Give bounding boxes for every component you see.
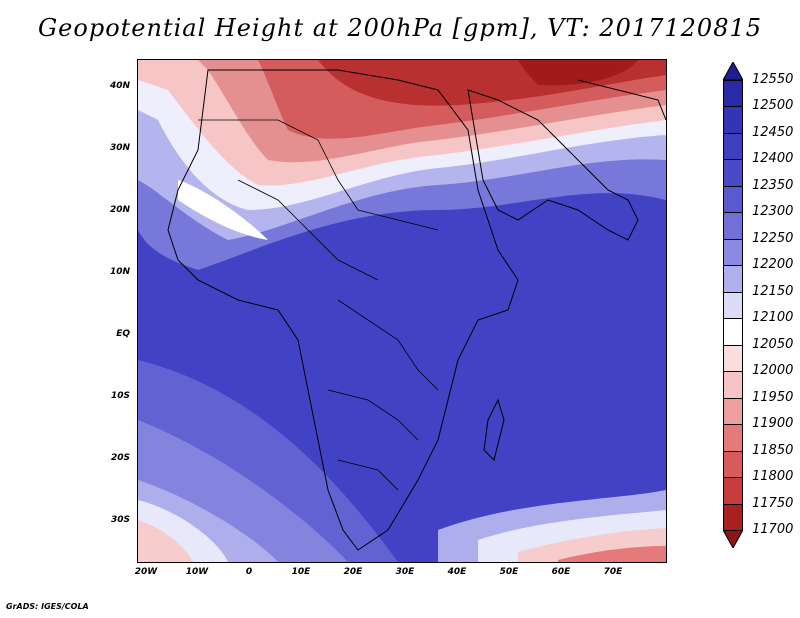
colorbar-level-label: 12250	[752, 230, 794, 246]
colorbar-segment	[723, 159, 743, 187]
colorbar-level-label: 11800	[752, 469, 794, 485]
lon-label-70e: 70E	[603, 567, 623, 577]
colorbar-level-label: 12450	[752, 124, 794, 140]
colorbar-arrow-bottom-icon	[723, 530, 743, 548]
lon-label-60e: 60E	[551, 567, 571, 577]
colorbar-level-label: 12400	[752, 151, 794, 167]
colorbar-level-label: 12150	[752, 283, 794, 299]
lat-label-20n: 20N	[109, 205, 130, 215]
colorbar-segment	[723, 80, 743, 108]
colorbar-level-label: 12050	[752, 336, 794, 352]
lon-label-20w: 20W	[134, 567, 158, 577]
lat-label-10s: 10S	[110, 391, 130, 401]
colorbar-segment	[723, 397, 743, 426]
map-plot-area	[137, 59, 667, 563]
colorbar-level-label: 12100	[752, 310, 794, 326]
map-title: Geopotential Height at 200hPa [gpm], VT:…	[38, 14, 762, 42]
colorbar-segment	[723, 371, 743, 399]
colorbar-level-label: 11900	[752, 416, 794, 432]
lon-label-30e: 30E	[395, 567, 415, 577]
colorbar-segment	[723, 450, 743, 479]
colorbar-segment	[723, 477, 743, 505]
lon-label-40e: 40E	[447, 567, 467, 577]
colorbar-arrow-top-icon	[723, 62, 743, 80]
colorbar-segment	[723, 503, 743, 531]
lon-label-50e: 50E	[499, 567, 519, 577]
lat-label-20s: 20S	[110, 453, 130, 463]
colorbar-segment	[723, 238, 743, 267]
lat-label-eq: EQ	[116, 329, 130, 339]
colorbar-level-label: 12350	[752, 177, 794, 193]
lon-label-20e: 20E	[343, 567, 363, 577]
colorbar-level-label: 11750	[752, 495, 794, 511]
lon-label-10e: 10E	[291, 567, 311, 577]
colorbar-segment	[723, 344, 743, 373]
grads-credit: GrADS: IGES/COLA	[6, 602, 89, 611]
colorbar-level-label: 11850	[752, 442, 794, 458]
colorbar-level-label: 11950	[752, 389, 794, 405]
colorbar-segment	[723, 132, 743, 161]
lon-label-10w: 10W	[185, 567, 209, 577]
colorbar-level-label: 11700	[752, 522, 794, 537]
colorbar-level-label: 12000	[752, 363, 794, 379]
lat-label-40n: 40N	[109, 81, 130, 91]
lat-label-30s: 30S	[110, 515, 130, 525]
colorbar-segment	[723, 265, 743, 293]
colorbar-segment	[723, 424, 743, 452]
colorbar-segment	[723, 212, 743, 240]
lat-label-10n: 10N	[109, 267, 130, 277]
lon-label-0: 0	[245, 567, 253, 577]
lat-label-30n: 30N	[109, 143, 130, 153]
colorbar-level-label: 12200	[752, 257, 794, 273]
colorbar-segment	[723, 318, 743, 346]
colorbar-level-label: 12300	[752, 204, 794, 220]
colorbar-segment	[723, 106, 743, 134]
colorbar-level-label: 12550	[752, 72, 794, 87]
colorbar-segment	[723, 185, 743, 214]
colorbar-level-label: 12500	[752, 98, 794, 114]
colorbar-segment	[723, 291, 743, 320]
height-field-map	[138, 60, 666, 562]
